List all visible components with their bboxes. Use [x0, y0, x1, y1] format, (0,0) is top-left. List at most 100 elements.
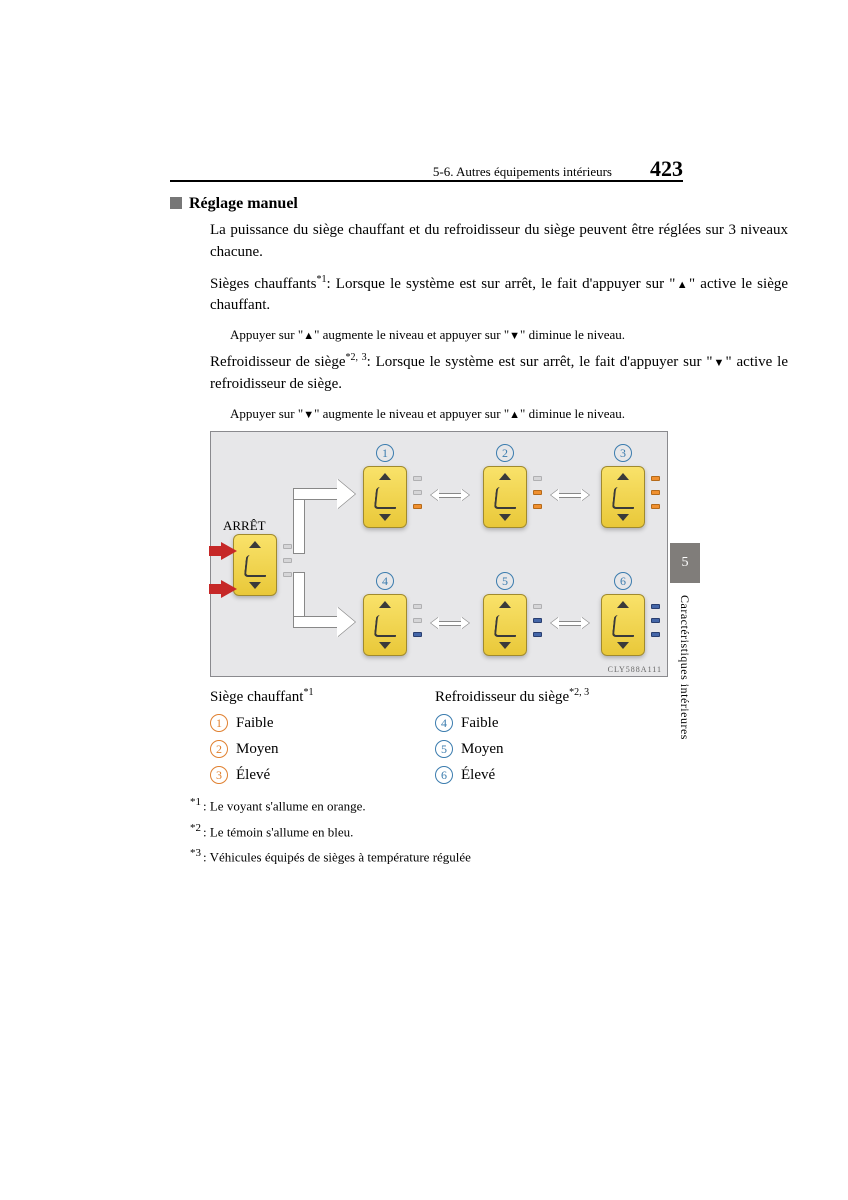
image-code: CLY588A111 [608, 665, 662, 674]
chapter-tab: 5 [670, 543, 700, 583]
triangle-up-icon: ▲ [675, 279, 689, 291]
text-fragment: " diminue le niveau. [520, 327, 625, 342]
text-fragment: Refroidisseur du siège [435, 689, 569, 705]
chapter-number: 5 [682, 555, 689, 571]
section-title-text: Réglage manuel [189, 195, 298, 212]
circle-number-5: 5 [496, 572, 514, 590]
cooling-legend: Refroidisseur du siège*2, 3 4 Faible 5 Moy… [435, 687, 660, 792]
arret-label: ARRÊT [223, 518, 266, 534]
triangle-up-icon: ▲ [303, 330, 314, 342]
red-arrow-icon [221, 580, 237, 598]
seat-control-diagram: ARRÊT 1 2 3 [210, 431, 668, 677]
seat-icon [494, 615, 518, 637]
seat-button-1 [363, 466, 407, 528]
footnote: *1: Le voyant s'allume en orange. [190, 796, 788, 814]
legend-title: Refroidisseur du siège*2, 3 [435, 687, 660, 706]
footnote: *3: Véhicules équipés de sièges à tempér… [190, 847, 788, 865]
branch-arrow-icon [293, 600, 353, 644]
triangle-up-icon: ▲ [509, 409, 520, 421]
text-fragment: Appuyer sur " [230, 406, 303, 421]
item-label: Élevé [461, 767, 495, 784]
superscript-note: *2 [190, 822, 201, 834]
superscript-note: *1 [317, 274, 327, 285]
intro-text: La puissance du siège chauffant et du re… [210, 220, 788, 264]
led-orange [651, 476, 660, 481]
item-number: 2 [210, 740, 228, 758]
item-label: Faible [461, 715, 499, 732]
seat-icon [374, 615, 398, 637]
seat-icon [374, 487, 398, 509]
led-blue [651, 604, 660, 609]
page-number: 423 [650, 156, 683, 182]
legend-item: 4 Faible [435, 714, 660, 732]
item-label: Moyen [236, 741, 279, 758]
item-number: 3 [210, 766, 228, 784]
double-arrow-icon [433, 617, 467, 629]
seat-icon [494, 487, 518, 509]
led-orange [651, 490, 660, 495]
led-orange [533, 490, 542, 495]
section-path: 5-6. Autres équipements intérieurs [433, 164, 612, 180]
legend-item: 5 Moyen [435, 740, 660, 758]
seat-icon [244, 555, 268, 577]
triangle-down-icon: ▼ [303, 409, 314, 421]
superscript-note: *2, 3 [346, 352, 367, 363]
section-title: Réglage manuel [170, 195, 788, 213]
header-rule [170, 180, 683, 182]
legend-item: 2 Moyen [210, 740, 435, 758]
double-arrow-icon [553, 617, 587, 629]
legend-columns: Siège chauffant*1 1Faible 2Moyen 3Élevé … [210, 687, 788, 792]
item-number: 1 [210, 714, 228, 732]
text-fragment: Sièges chauffants [210, 276, 317, 292]
text-fragment: " diminue le niveau. [520, 406, 625, 421]
text-fragment: " augmente le niveau et appuyer sur " [314, 406, 509, 421]
item-label: Élevé [236, 767, 270, 784]
led-off [413, 490, 422, 495]
heating-legend: Siège chauffant*1 1Faible 2Moyen 3Élevé [210, 687, 435, 792]
superscript-note: *1 [190, 796, 201, 808]
superscript-note: *2, 3 [569, 687, 589, 698]
led-blue [533, 632, 542, 637]
triangle-down-icon: ▼ [509, 330, 520, 342]
led-blue [651, 632, 660, 637]
item-number: 5 [435, 740, 453, 758]
double-arrow-icon [433, 489, 467, 501]
legend-item: 3 Élevé [210, 766, 435, 784]
red-arrow-icon [221, 542, 237, 560]
led-off [283, 572, 292, 577]
footnote-text: : Le voyant s'allume en orange. [203, 799, 366, 814]
circle-number-4: 4 [376, 572, 394, 590]
seat-icon [612, 487, 636, 509]
text-fragment: " augmente le niveau et appuyer sur " [314, 327, 509, 342]
superscript-note: *1 [303, 687, 313, 698]
item-label: Moyen [461, 741, 504, 758]
led-off [413, 604, 422, 609]
text-fragment: Refroidisseur de siège [210, 354, 346, 370]
seat-button-3 [601, 466, 645, 528]
cooling-subtext: Appuyer sur "▼" augmente le niveau et ap… [230, 405, 788, 423]
seat-button-4 [363, 594, 407, 656]
triangle-down-icon: ▼ [712, 357, 725, 369]
circle-number-1: 1 [376, 444, 394, 462]
circle-number-6: 6 [614, 572, 632, 590]
circle-number-3: 3 [614, 444, 632, 462]
square-bullet-icon [170, 197, 182, 209]
led-blue [651, 618, 660, 623]
chapter-label: Caractéristiques intérieures [677, 595, 692, 740]
legend-item: 6Élevé [435, 766, 660, 784]
footnote: *2: Le témoin s'allume en bleu. [190, 822, 788, 840]
led-off [413, 618, 422, 623]
item-number: 4 [435, 714, 453, 732]
heating-text: Sièges chauffants*1: Lorsque le système … [210, 273, 788, 318]
document-page: 5-6. Autres équipements intérieurs 423 R… [0, 0, 848, 932]
heating-subtext: Appuyer sur "▲" augmente le niveau et ap… [230, 326, 788, 344]
content-area: Réglage manuel La puissance du siège cha… [170, 195, 788, 865]
led-off [533, 476, 542, 481]
led-blue [413, 632, 422, 637]
superscript-note: *3 [190, 847, 201, 859]
seat-button-2 [483, 466, 527, 528]
led-orange [413, 504, 422, 509]
led-off [283, 544, 292, 549]
double-arrow-icon [553, 489, 587, 501]
text-fragment: Siège chauffant [210, 689, 303, 705]
